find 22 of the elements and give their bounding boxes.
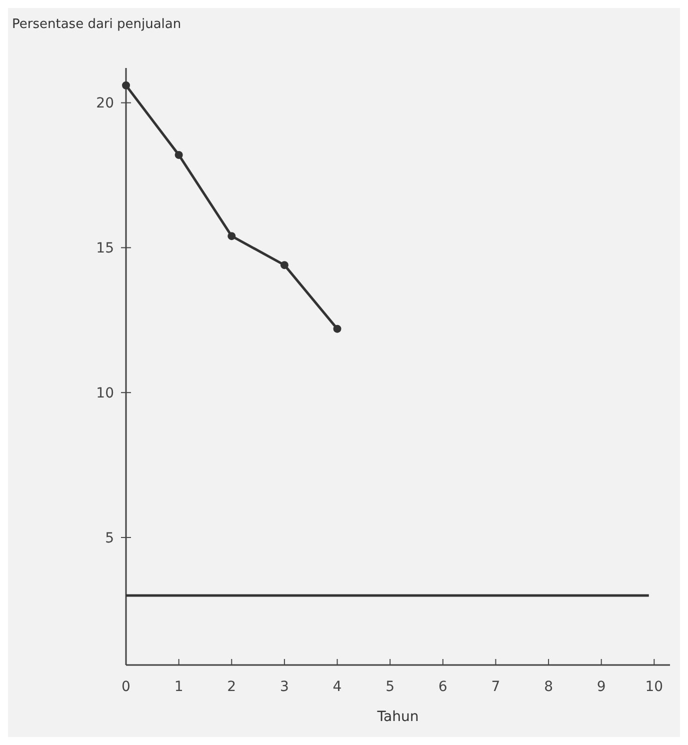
x-tick-label: 1 [174, 679, 184, 695]
point [280, 261, 288, 270]
x-axis-title: Tahun [376, 709, 419, 725]
x-tick-label: 10 [645, 679, 664, 695]
x-tick-label: 5 [386, 679, 395, 695]
point [122, 81, 130, 90]
y-tick-label: 10 [96, 385, 114, 402]
x-tick-label: 9 [596, 679, 606, 695]
x-tick-label: 7 [491, 679, 500, 695]
y-tick-label: 5 [105, 530, 114, 546]
x-tick-label: 6 [438, 679, 448, 695]
point [174, 150, 183, 159]
point [228, 232, 236, 240]
x-tick-label: 4 [332, 679, 342, 695]
y-tick-label: 15 [96, 240, 114, 257]
x-tick-label: 2 [227, 679, 236, 695]
x-tick-label: 3 [280, 679, 289, 695]
y-tick-label: 20 [96, 96, 114, 112]
point [333, 324, 342, 333]
y-axis-title: Persentase dari penjualan [12, 17, 182, 32]
x-tick-label: 0 [122, 679, 130, 695]
x-tick-label: 8 [544, 679, 553, 695]
